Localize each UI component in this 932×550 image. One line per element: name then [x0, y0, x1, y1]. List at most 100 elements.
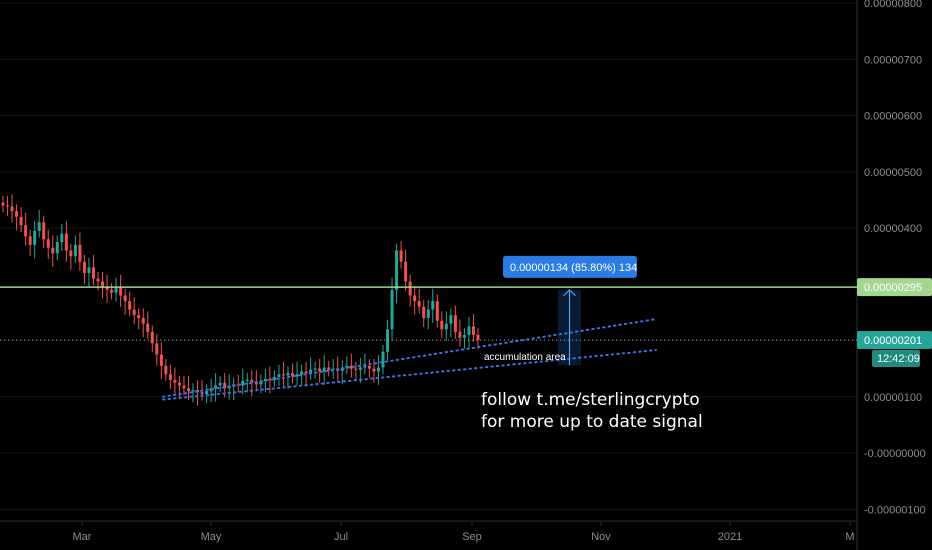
candle-body [250, 379, 254, 383]
x-tick-label: Jul [334, 531, 348, 543]
candle-body [155, 343, 159, 355]
candle-body [51, 247, 55, 254]
candle-body [277, 374, 281, 378]
candle-body [177, 382, 181, 386]
candle-body [363, 365, 367, 368]
candle-body [381, 351, 385, 368]
candle-body [73, 244, 77, 257]
measure-label-badge [503, 255, 637, 278]
candle-body [241, 381, 245, 386]
candle-body [146, 323, 150, 333]
candle-body [28, 236, 32, 245]
candle-body [395, 250, 399, 290]
last-price-badge [857, 330, 932, 349]
candle-body [191, 390, 195, 392]
candle-body [245, 379, 249, 381]
y-tick-label: -0.00000100 [864, 504, 926, 516]
candle-body [259, 381, 263, 385]
candle-body [33, 230, 37, 245]
candle-body [300, 371, 304, 375]
candle-body [42, 222, 46, 240]
candle-body [87, 267, 91, 273]
candle-body [110, 289, 114, 293]
candle-body [458, 332, 462, 338]
countdown-badge [872, 349, 920, 367]
y-tick-label: 0.00000800 [864, 0, 922, 10]
candle-body [19, 216, 23, 226]
candle-body [200, 392, 204, 394]
candle-body [182, 385, 186, 389]
candle-body [444, 323, 448, 330]
candle-body [327, 367, 331, 370]
candle-body [123, 295, 127, 302]
candle-body [358, 367, 362, 370]
candle-body [46, 239, 50, 248]
candle-body [128, 301, 132, 310]
candle-body [186, 388, 190, 392]
candle-body [408, 281, 412, 296]
candle-body [309, 369, 313, 374]
candle-body [82, 261, 86, 273]
candle-body [60, 233, 64, 243]
candle-body [431, 301, 435, 310]
candle-body [96, 278, 100, 282]
accumulation-area-label[interactable]: accumulation area [484, 352, 566, 363]
candle-body [15, 211, 19, 217]
candle-body [78, 244, 82, 262]
grid [0, 2, 857, 510]
candle-body [449, 315, 453, 324]
x-tick-label: M [845, 531, 854, 543]
candle-body [367, 365, 371, 369]
candle-body [254, 382, 258, 385]
candle-body [399, 250, 403, 262]
candle-body [209, 388, 213, 392]
candle-body [137, 315, 141, 318]
channel-line[interactable] [162, 318, 657, 398]
y-tick-label: -0.00000000 [864, 448, 926, 460]
candle-body [105, 287, 109, 290]
candle-body [69, 250, 73, 257]
x-tick-labels: Mar May Jul Sep Nov 2021 M [73, 521, 855, 543]
candle-body [440, 320, 444, 330]
candle-body [214, 385, 218, 389]
candle-body [10, 206, 14, 212]
candle-body [119, 287, 123, 296]
x-tick-label: Nov [591, 531, 611, 543]
y-tick-label: 0.00000400 [864, 223, 922, 235]
countdown-label: 12:42:09 [877, 353, 920, 365]
candle-body [64, 233, 68, 251]
x-tick-label: May [201, 531, 222, 543]
candle-body [462, 334, 466, 338]
candle-body [404, 261, 408, 282]
channel-line[interactable] [162, 349, 657, 401]
candle-body [141, 318, 145, 324]
candle-body [386, 329, 390, 352]
candle-body [268, 378, 272, 380]
x-tick-label: Mar [73, 531, 92, 543]
candle-body [281, 374, 285, 376]
candle-body [168, 374, 172, 380]
channel-lines [162, 318, 657, 401]
measure-label: 0.00000134 (85.80%) 134 [510, 262, 637, 274]
candle-body [263, 378, 267, 381]
candle-body [272, 377, 276, 380]
candle-body [132, 309, 136, 316]
x-tick-label: Sep [462, 531, 482, 543]
y-tick-labels: 0.00000800 0.00000700 0.00000600 0.00000500… [864, 0, 926, 516]
follow-note-line-1[interactable]: follow t.me/sterlingcrypto [481, 390, 700, 410]
y-tick-label: 0.00000500 [864, 167, 922, 179]
follow-note-line-2[interactable]: for more up to date signal [481, 412, 703, 432]
candle-body [345, 365, 349, 368]
level-price-badge [857, 278, 932, 297]
candle-body [91, 267, 95, 279]
candle-body [471, 326, 475, 335]
candle-body [24, 225, 28, 237]
candle-body [295, 374, 299, 377]
candle-body [422, 306, 426, 318]
candle-body [223, 382, 227, 389]
candle-body [453, 315, 457, 333]
y-tick-label: 0.00000600 [864, 111, 922, 123]
candle-body [413, 295, 417, 302]
candle-body [291, 373, 295, 377]
